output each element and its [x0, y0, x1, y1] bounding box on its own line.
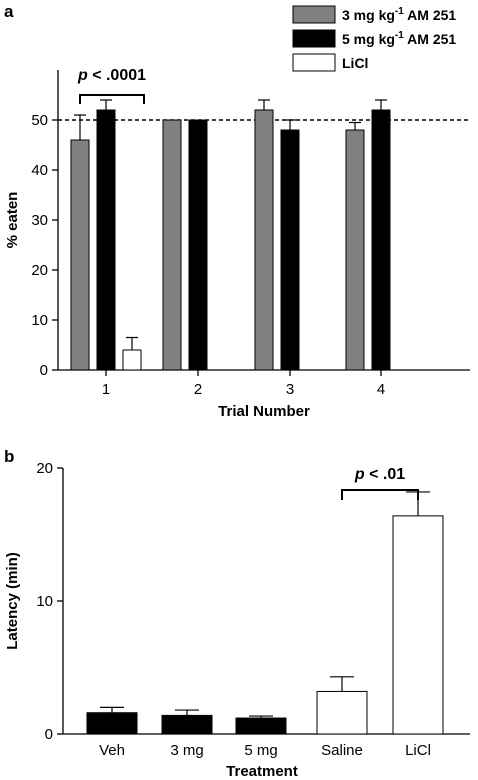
significance-label-p: p — [77, 67, 88, 84]
x-tick-label: LiCl — [405, 742, 431, 759]
legend-swatch — [292, 29, 336, 48]
bar — [70, 139, 90, 371]
y-axis-label: % eaten — [4, 192, 21, 249]
bar — [235, 717, 287, 735]
y-tick-label: 50 — [31, 112, 48, 129]
legend-entry-tail: AM 251 — [404, 7, 457, 23]
y-tick-label: 30 — [31, 212, 48, 229]
significance-label: p < .01 — [354, 466, 405, 483]
y-tick-label: 20 — [36, 460, 53, 477]
legend-entry-main: 3 mg kg — [342, 7, 395, 23]
bar — [122, 349, 142, 371]
y-tick-label: 0 — [40, 362, 48, 379]
bar — [96, 109, 116, 371]
bar — [392, 515, 444, 735]
y-tick-label: 20 — [31, 262, 48, 279]
y-tick-label: 0 — [45, 726, 53, 743]
y-axis-label: Latency (min) — [4, 552, 21, 650]
panel-b-chart: b 0 10 20 Veh 3 mg 5 mg Saline LiCl Treatment Late… — [4, 447, 470, 780]
legend-entry-tail: AM 251 — [404, 31, 457, 47]
legend-entry: 3 mg kg-1 AM 251 — [342, 6, 456, 23]
legend-swatch — [292, 53, 336, 72]
x-tick-label: 5 mg — [244, 742, 277, 759]
y-tick-label: 40 — [31, 162, 48, 179]
significance-label: p < .0001 — [77, 67, 146, 84]
panel-label-a: a — [4, 2, 14, 21]
bar — [161, 714, 213, 735]
y-tick-label: 10 — [31, 312, 48, 329]
significance-label-rest: < .0001 — [88, 67, 146, 84]
legend-entry: LiCl — [342, 55, 368, 71]
bar — [86, 712, 138, 735]
x-tick-label: 4 — [377, 381, 385, 398]
x-tick-label: 3 — [286, 381, 294, 398]
x-tick-label: Veh — [99, 742, 125, 759]
x-tick-label: Saline — [321, 742, 363, 759]
bar — [188, 119, 208, 371]
bar — [345, 129, 365, 371]
panel-label-b: b — [4, 447, 14, 466]
bar — [316, 690, 368, 735]
legend-entry-superscript: -1 — [395, 30, 404, 41]
x-axis-label: Trial Number — [218, 403, 310, 420]
bar — [162, 119, 182, 371]
legend-entry-main: 5 mg kg — [342, 31, 395, 47]
panel-a-chart: a 0 10 20 30 40 50 1 2 3 4 Trial Number % eaten p < .… — [4, 2, 470, 420]
legend-swatch — [292, 5, 336, 24]
legend-entry-main: LiCl — [342, 55, 368, 71]
bar — [280, 129, 300, 371]
significance-label-p: p — [354, 466, 365, 483]
x-tick-label: 3 mg — [170, 742, 203, 759]
x-axis-label: Treatment — [226, 763, 298, 780]
y-tick-label: 10 — [36, 593, 53, 610]
significance-bracket — [341, 489, 419, 500]
legend-entry-superscript: -1 — [395, 6, 404, 17]
bar — [254, 109, 274, 371]
x-tick-label: 2 — [194, 381, 202, 398]
legend-entry: 5 mg kg-1 AM 251 — [342, 30, 456, 47]
x-tick-label: 1 — [102, 381, 110, 398]
bar — [371, 109, 391, 371]
significance-bracket — [79, 94, 145, 104]
significance-label-rest: < .01 — [365, 466, 406, 483]
